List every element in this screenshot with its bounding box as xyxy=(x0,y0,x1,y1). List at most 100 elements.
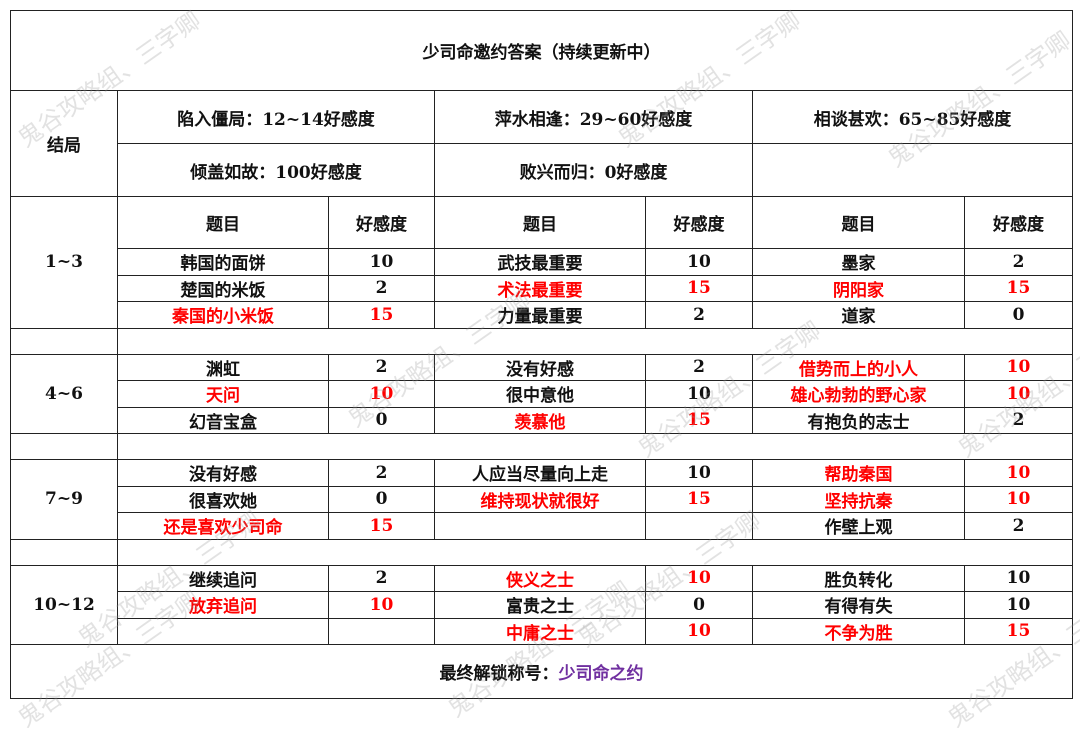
empty-cell xyxy=(116,538,1074,566)
question-cell: 道家 xyxy=(752,301,965,329)
table-row: 还是喜欢少司命 15 作壁上观 2 xyxy=(11,512,1074,540)
question-cell: 作壁上观 xyxy=(752,512,965,540)
empty-cell xyxy=(10,327,118,355)
score-cell xyxy=(645,512,753,540)
score-cell: 2 xyxy=(328,459,435,487)
question-header: 题目 xyxy=(434,196,646,249)
header-row: 1~3 题目 好感度 题目 好感度 题目 好感度 xyxy=(10,196,1074,329)
group-label: 7~9 xyxy=(10,459,118,540)
score-cell: 2 xyxy=(645,301,753,329)
table-row: 幻音宝盒 0 羡慕他 15 有抱负的志士 2 xyxy=(11,406,1074,434)
question-cell: 中庸之士 xyxy=(434,617,646,645)
question-cell: 很喜欢她 xyxy=(117,485,329,513)
ending-cell: 相谈甚欢：65~85好感度 xyxy=(751,90,1074,144)
score-cell: 15 xyxy=(645,406,753,434)
ending-cell xyxy=(751,143,1074,197)
question-cell: 阴阳家 xyxy=(752,274,965,302)
question-cell: 幻音宝盒 xyxy=(117,406,329,434)
question-cell: 富贵之士 xyxy=(434,591,646,619)
score-cell: 15 xyxy=(645,485,753,513)
question-cell: 雄心勃勃的野心家 xyxy=(752,380,965,408)
group-label: 4~6 xyxy=(10,353,118,434)
question-cell: 胜负转化 xyxy=(752,564,965,592)
unlock-title-cell: 最终解锁称号：少司命之约 xyxy=(9,644,1074,699)
table-row: 秦国的小米饭 15 力量最重要 2 道家 0 xyxy=(11,301,1074,329)
score-cell: 2 xyxy=(328,353,435,381)
empty-cell xyxy=(116,327,1074,355)
score-cell: 0 xyxy=(328,485,435,513)
question-cell: 很中意他 xyxy=(434,380,646,408)
separator-row xyxy=(10,327,1074,355)
score-header: 好感度 xyxy=(328,196,435,249)
score-cell: 10 xyxy=(963,459,1074,487)
question-cell: 术法最重要 xyxy=(434,274,646,302)
question-cell: 没有好感 xyxy=(434,353,646,381)
empty-cell xyxy=(10,433,118,460)
question-cell: 渊虹 xyxy=(117,353,329,381)
question-cell: 侠义之士 xyxy=(434,564,646,592)
score-cell: 10 xyxy=(645,248,753,276)
score-cell: 0 xyxy=(645,591,753,619)
score-cell: 2 xyxy=(963,406,1074,434)
question-header: 题目 xyxy=(752,196,965,249)
score-cell: 10 xyxy=(645,380,753,408)
question-cell: 力量最重要 xyxy=(434,301,646,329)
question-header: 题目 xyxy=(117,196,329,249)
ending-cell: 陷入僵局：12~14好感度 xyxy=(117,90,435,144)
question-cell: 坚持抗秦 xyxy=(752,485,965,513)
question-cell xyxy=(434,512,646,540)
separator-row xyxy=(10,433,1074,460)
table-title: 少司命邀约答案（持续更新中） xyxy=(9,10,1074,91)
question-cell: 放弃追问 xyxy=(117,591,329,619)
question-cell: 人应当尽量向上走 xyxy=(434,459,646,487)
score-cell: 10 xyxy=(963,380,1074,408)
question-cell: 帮助秦国 xyxy=(752,459,965,487)
answer-table: 少司命邀约答案（持续更新中） 结局 陷入僵局：12~14好感度 萍水相逢：29~… xyxy=(9,10,1074,699)
footer-row: 最终解锁称号：少司命之约 xyxy=(9,644,1074,699)
table-row: 中庸之士 10 不争为胜 15 xyxy=(11,617,1074,645)
table-row: 7~9 没有好感 2 人应当尽量向上走 10 帮助秦国 10 xyxy=(10,459,1074,540)
question-cell: 韩国的面饼 xyxy=(117,248,329,276)
ending-cell: 萍水相逢：29~60好感度 xyxy=(434,90,753,144)
separator-row xyxy=(10,538,1074,566)
question-cell: 有抱负的志士 xyxy=(752,406,965,434)
score-cell: 10 xyxy=(963,353,1074,381)
question-cell: 天问 xyxy=(117,380,329,408)
question-cell: 继续追问 xyxy=(117,564,329,592)
score-cell: 2 xyxy=(328,564,435,592)
score-cell: 0 xyxy=(328,406,435,434)
unlock-title: 少司命之约 xyxy=(558,664,644,684)
score-cell: 10 xyxy=(645,459,753,487)
empty-cell xyxy=(10,538,118,566)
table-row: 很喜欢她 0 维持现状就很好 15 坚持抗秦 10 xyxy=(11,485,1074,513)
group-label: 10~12 xyxy=(10,564,118,645)
score-cell: 10 xyxy=(328,380,435,408)
score-cell: 2 xyxy=(963,248,1074,276)
ending-cell: 倾盖如故：100好感度 xyxy=(117,143,435,197)
score-cell: 10 xyxy=(645,564,753,592)
table-row: 放弃追问 10 富贵之士 0 有得有失 10 xyxy=(11,591,1074,619)
question-cell: 没有好感 xyxy=(117,459,329,487)
table-row: 10~12 继续追问 2 侠义之士 10 胜负转化 10 xyxy=(10,564,1074,645)
question-cell: 不争为胜 xyxy=(752,617,965,645)
table-row: 4~6 渊虹 2 没有好感 2 借势而上的小人 10 xyxy=(10,353,1074,434)
score-cell: 10 xyxy=(645,617,753,645)
score-cell: 15 xyxy=(963,274,1074,302)
question-cell: 墨家 xyxy=(752,248,965,276)
table-row: 楚国的米饭 2 术法最重要 15 阴阳家 15 xyxy=(11,274,1074,302)
ending-cell: 败兴而归：0好感度 xyxy=(434,143,753,197)
table-row: 韩国的面饼 10 武技最重要 10 墨家 2 xyxy=(11,248,1074,276)
group-label: 1~3 xyxy=(10,196,118,329)
unlock-label: 最终解锁称号： xyxy=(439,664,559,684)
score-cell: 2 xyxy=(328,274,435,302)
score-header: 好感度 xyxy=(645,196,753,249)
question-cell xyxy=(117,617,329,645)
score-cell: 10 xyxy=(963,485,1074,513)
score-cell: 10 xyxy=(328,248,435,276)
question-cell: 羡慕他 xyxy=(434,406,646,434)
score-cell: 0 xyxy=(963,301,1074,329)
ending-label: 结局 xyxy=(10,90,118,197)
score-cell: 10 xyxy=(328,591,435,619)
table-row: 天问 10 很中意他 10 雄心勃勃的野心家 10 xyxy=(11,380,1074,408)
question-cell: 维持现状就很好 xyxy=(434,485,646,513)
